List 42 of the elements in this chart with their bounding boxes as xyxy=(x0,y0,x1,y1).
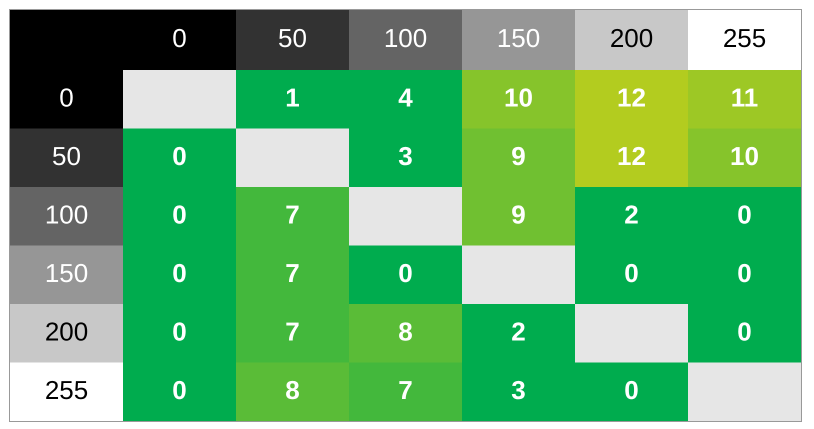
data-label: 0 xyxy=(398,258,413,288)
data-label: 8 xyxy=(398,316,413,346)
data-label: 12 xyxy=(617,140,646,171)
data-label: 7 xyxy=(285,316,300,346)
data-label: 0 xyxy=(737,199,752,230)
x-tick-label: 0 xyxy=(172,23,187,54)
x-tick-label: 150 xyxy=(496,23,540,54)
data-label: 0 xyxy=(737,316,752,346)
x-tick-label: 200 xyxy=(610,23,654,54)
y-tick-label: 200 xyxy=(44,316,88,346)
data-label: 7 xyxy=(285,199,300,230)
x-tick-label: 50 xyxy=(278,23,307,54)
data-label: 0 xyxy=(172,199,187,230)
y-tick-label: 150 xyxy=(44,258,88,288)
data-label: 0 xyxy=(624,374,639,405)
data-label: 0 xyxy=(624,258,639,288)
data-label: 0 xyxy=(172,316,187,346)
y-tick-label: 0 xyxy=(59,82,74,112)
data-label: 11 xyxy=(730,82,758,112)
data-label: 7 xyxy=(285,258,300,288)
y-tick-label: 100 xyxy=(44,199,88,230)
y-tick-label: 50 xyxy=(52,140,81,171)
x-tick-label: 255 xyxy=(722,23,766,54)
data-label: 8 xyxy=(285,374,300,405)
data-label: 3 xyxy=(511,374,526,405)
data-label: 0 xyxy=(172,140,187,171)
data-label: 9 xyxy=(511,199,526,230)
data-label: 0 xyxy=(172,258,187,288)
data-label: 10 xyxy=(504,82,533,112)
data-label: 10 xyxy=(730,140,759,171)
x-tick-label: 100 xyxy=(384,23,428,54)
data-label: 2 xyxy=(624,199,639,230)
data-label: 1 xyxy=(285,82,300,112)
data-label: 0 xyxy=(172,374,187,405)
data-label: 3 xyxy=(398,140,413,171)
data-label: 12 xyxy=(617,82,646,112)
data-label: 7 xyxy=(398,374,413,405)
data-label: 0 xyxy=(737,258,752,288)
data-label: 2 xyxy=(511,316,526,346)
data-label: 4 xyxy=(398,82,414,112)
data-label: 9 xyxy=(511,140,526,171)
y-tick-label: 255 xyxy=(44,374,88,405)
